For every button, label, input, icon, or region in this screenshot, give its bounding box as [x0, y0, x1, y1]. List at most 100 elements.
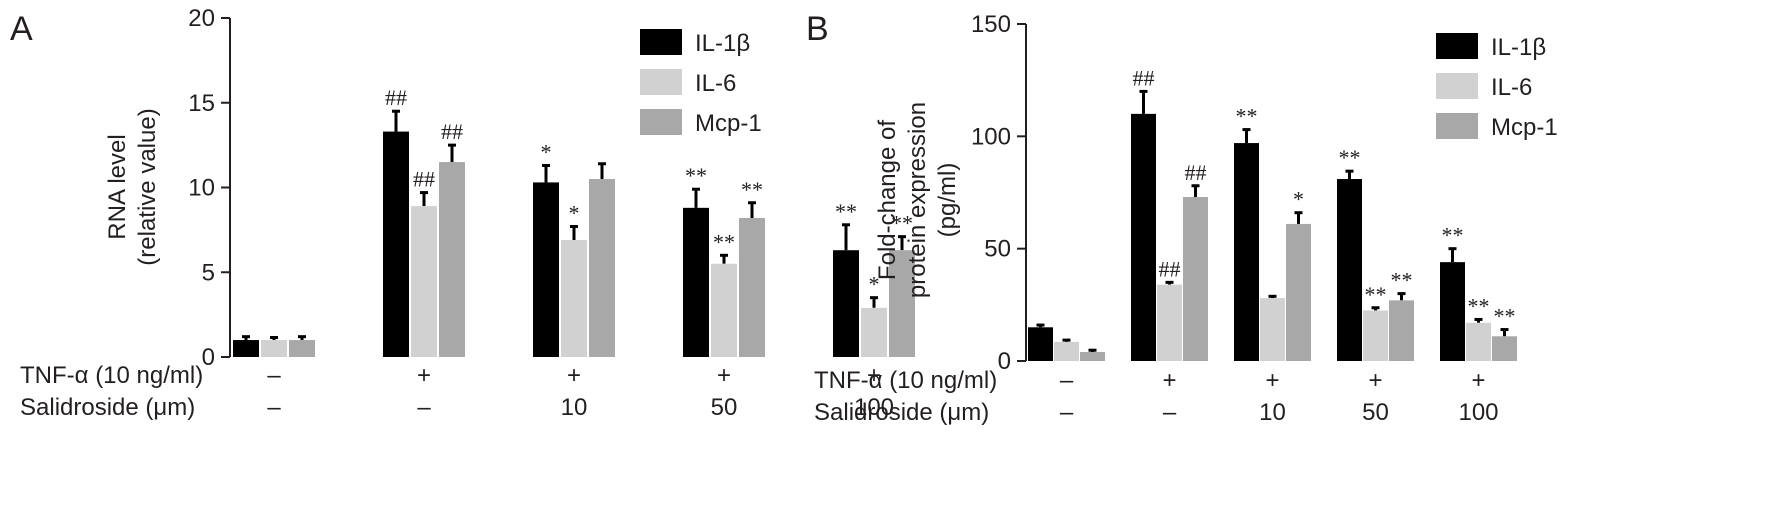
tnf-alpha-condition: + [717, 362, 731, 389]
significance-mark: ** [835, 199, 857, 224]
legend-label: Mcp-1 [695, 110, 762, 137]
bar-Mcp-1 [589, 179, 615, 357]
bar-IL-6 [711, 263, 737, 357]
significance-mark: ** [685, 163, 707, 188]
chart-panel-B: B 0 50 100 150 Fold-change of protein expressi… [806, 10, 1558, 426]
y-tick-label: 50 [984, 236, 1011, 263]
bar-IL-1β [383, 131, 409, 357]
y-axis-title: Fold-change of [874, 120, 901, 280]
salidroside-condition: 50 [1362, 399, 1389, 426]
tnf-alpha-condition: – [1060, 367, 1074, 394]
bar-Mcp-1 [439, 162, 465, 357]
y-axis-title: (relative value) [134, 108, 161, 265]
tnf-alpha-condition: + [1368, 367, 1382, 394]
y-tick-label: 10 [188, 175, 215, 202]
bar-Mcp-1 [1183, 196, 1208, 361]
legend-swatch-IL-6 [640, 69, 682, 95]
bar-Mcp-1 [1492, 336, 1517, 361]
bar-Mcp-1 [289, 340, 315, 357]
significance-mark: * [541, 139, 552, 164]
significance-mark: * [1293, 187, 1304, 212]
bar-IL-6 [561, 240, 587, 357]
tnf-alpha-row-label: TNF-α (10 ng/ml) [20, 362, 203, 389]
legend-swatch-Mcp-1 [640, 109, 682, 135]
significance-mark: ## [1185, 160, 1207, 185]
legend-swatch-IL-1β [640, 29, 682, 55]
salidroside-condition: 10 [561, 394, 588, 421]
salidroside-condition: – [267, 394, 281, 421]
salidroside-condition: 100 [1458, 399, 1498, 426]
significance-mark: ** [1365, 282, 1387, 307]
y-axis-title: RNA level [104, 134, 131, 239]
bar-IL-6 [1363, 310, 1388, 361]
tnf-alpha-condition: + [567, 362, 581, 389]
significance-mark: ** [1236, 104, 1258, 129]
legend-label: IL-1β [695, 30, 750, 57]
tnf-alpha-condition: + [1162, 367, 1176, 394]
significance-mark: ## [1133, 65, 1155, 90]
bar-IL-6 [261, 340, 287, 357]
bar-IL-1β [683, 207, 709, 357]
tnf-alpha-condition: + [417, 362, 431, 389]
y-tick-label: 0 [202, 344, 215, 371]
bar-IL-1β [533, 182, 559, 357]
salidroside-row-label: Salidroside (μm) [20, 394, 195, 421]
bar-IL-6 [1260, 298, 1285, 361]
bar-IL-1β [1131, 113, 1156, 361]
salidroside-condition: – [1163, 399, 1177, 426]
significance-mark: ## [413, 167, 435, 192]
salidroside-condition: – [1060, 399, 1074, 426]
salidroside-row-label: Salidroside (μm) [814, 399, 989, 426]
significance-mark: ** [1442, 223, 1464, 248]
significance-mark: ** [891, 211, 913, 236]
legend-swatch-IL-1β [1436, 33, 1478, 59]
tnf-alpha-condition: – [267, 362, 281, 389]
bar-IL-1β [1337, 179, 1362, 361]
legend-swatch-Mcp-1 [1436, 113, 1478, 139]
legend-label: IL-1β [1491, 34, 1546, 61]
legend-label: IL-6 [695, 70, 736, 97]
significance-mark: * [569, 200, 580, 225]
significance-mark: ** [1391, 268, 1413, 293]
bar-IL-6 [411, 206, 437, 357]
bar-IL-6 [1157, 284, 1182, 361]
legend-label: IL-6 [1491, 74, 1532, 101]
y-tick-label: 0 [998, 348, 1011, 375]
legend-label: Mcp-1 [1491, 114, 1558, 141]
significance-mark: ## [441, 119, 463, 144]
tnf-alpha-row-label: TNF-α (10 ng/ml) [814, 367, 997, 394]
bar-Mcp-1 [1080, 352, 1105, 361]
bar-Mcp-1 [889, 250, 915, 357]
bar-IL-1β [1028, 327, 1053, 361]
tnf-alpha-condition: + [1471, 367, 1485, 394]
y-axis-title: protein expression [904, 102, 931, 298]
y-tick-label: 5 [202, 259, 215, 286]
bar-IL-1β [833, 250, 859, 357]
y-tick-label: 20 [188, 5, 215, 32]
y-tick-label: 150 [971, 11, 1011, 38]
tnf-alpha-condition: + [1265, 367, 1279, 394]
y-tick-label: 15 [188, 90, 215, 117]
salidroside-condition: 50 [711, 394, 738, 421]
legend-swatch-IL-6 [1436, 73, 1478, 99]
bar-IL-1β [233, 340, 259, 357]
significance-mark: ** [713, 229, 735, 254]
bar-Mcp-1 [1389, 300, 1414, 361]
salidroside-condition: 10 [1259, 399, 1286, 426]
bar-IL-6 [1466, 322, 1491, 361]
significance-mark: ## [1159, 256, 1181, 281]
significance-mark: ** [1494, 304, 1516, 329]
y-axis-title: (pg/ml) [934, 163, 961, 238]
bar-IL-6 [1054, 341, 1079, 361]
significance-mark: ** [741, 177, 763, 202]
y-tick-label: 100 [971, 123, 1011, 150]
significance-mark: ** [1468, 293, 1490, 318]
bar-IL-6 [861, 307, 887, 357]
tnf-alpha-condition: + [867, 362, 881, 389]
salidroside-condition: – [417, 394, 431, 421]
bar-Mcp-1 [1286, 223, 1311, 361]
significance-mark: ## [385, 85, 407, 110]
panel-letter: A [10, 10, 33, 48]
